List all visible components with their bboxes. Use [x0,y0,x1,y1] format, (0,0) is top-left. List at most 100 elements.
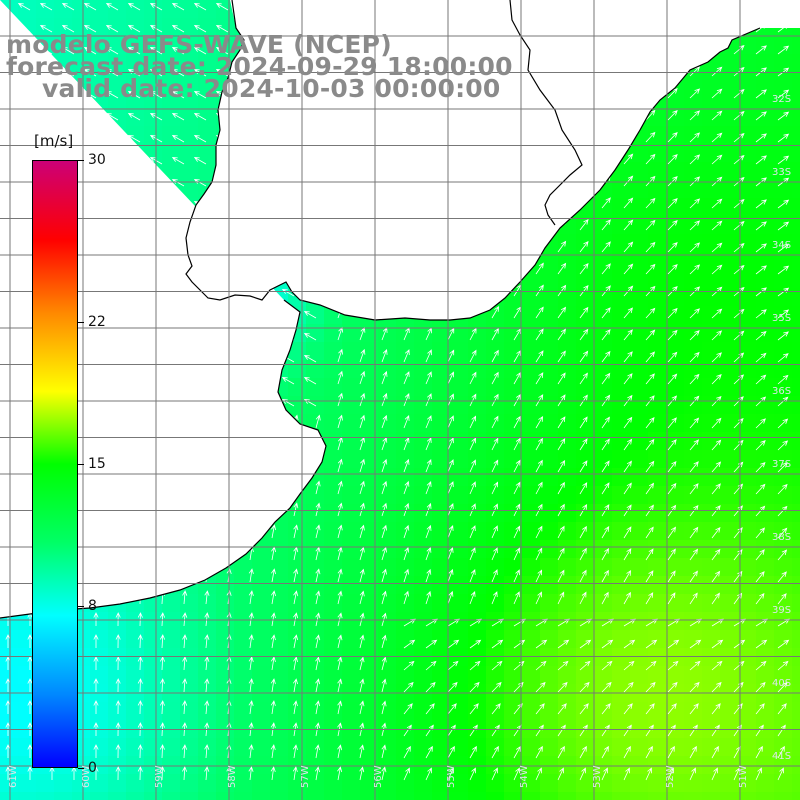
wind-vector-arrow [557,547,565,561]
wind-vector-arrow [777,483,788,495]
wind-vector-arrow [193,3,207,11]
wind-speed-cell [540,522,559,541]
wind-vector-arrow [601,329,611,341]
wind-speed-cell [396,666,415,685]
wind-speed-cell [486,612,505,631]
wind-vector-arrow [579,438,588,451]
wind-speed-cell [270,558,289,577]
wind-speed-cell [684,450,703,469]
wind-vector-arrow [137,634,143,649]
wind-vector-arrow [623,548,632,561]
wind-vector-arrow [623,569,632,583]
wind-vector-arrow [535,591,542,605]
wind-speed-cell [702,180,721,199]
wind-speed-cell [684,72,703,91]
wind-speed-cell [702,252,721,271]
wind-vector-arrow [623,460,632,473]
wind-vector-arrow [159,634,166,649]
wind-vector-arrow [535,745,543,759]
wind-speed-cell [792,432,800,451]
wind-vector-arrow [403,524,410,539]
wind-vector-arrow [623,241,634,253]
wind-vector-arrow [755,592,765,605]
wind-vector-arrow [204,766,210,781]
wind-speed-cell [684,702,703,721]
wind-vector-arrow [689,132,701,143]
wind-speed-cell [432,522,451,541]
wind-speed-cell [450,756,469,775]
wind-speed-cell [756,378,775,397]
wind-speed-cell [792,342,800,361]
wind-speed-cell [720,432,739,451]
wind-vector-arrow [645,460,655,473]
wind-speed-cell [468,378,487,397]
wind-speed-cell [738,504,757,523]
latitude-label: 36S [772,386,792,397]
wind-vector-arrow [403,724,412,737]
wind-vector-arrow [557,591,565,605]
wind-vector-arrow [777,418,789,429]
wind-vector-arrow [667,548,676,561]
wind-vector-arrow [469,525,476,539]
wind-vector-arrow [667,220,678,231]
wind-speed-cell [396,738,415,757]
wind-speed-cell [486,504,505,523]
wind-vector-arrow [733,154,745,165]
wind-vector-arrow [623,307,633,319]
wind-speed-cell [540,756,559,775]
wind-speed-cell [792,450,800,469]
wind-speed-cell [180,162,199,181]
wind-speed-cell [720,774,739,793]
wind-vector-arrow [469,745,477,759]
wind-vector-arrow [171,113,185,121]
wind-speed-cell [450,558,469,577]
wind-speed-cell [792,216,800,235]
wind-speed-cell [432,792,451,800]
wind-speed-cell [450,324,469,343]
wind-vector-arrow [689,660,701,671]
wind-speed-cell [378,540,397,559]
wind-vector-arrow [711,639,724,649]
wind-vector-arrow [115,678,121,693]
wind-speed-cell [720,162,739,181]
wind-vector-arrow [755,199,767,209]
wind-speed-cell [684,378,703,397]
wind-speed-cell [432,612,451,631]
wind-vector-arrow [193,157,207,165]
wind-speed-cell [756,468,775,487]
wind-speed-cell [180,738,199,757]
wind-speed-cell [414,756,433,775]
wind-vector-arrow [425,660,437,671]
wind-vector-arrow [293,502,299,517]
wind-speed-cell [738,594,757,613]
wind-speed-cell [324,486,343,505]
wind-speed-cell [666,162,685,181]
wind-vector-arrow [491,681,502,693]
wind-speed-cell [306,342,325,361]
wind-speed-cell [198,792,217,800]
wind-speed-cell [324,630,343,649]
wind-vector-arrow [137,766,143,781]
wind-vector-arrow [645,724,654,737]
wind-vector-arrow [204,634,210,649]
wind-speed-cell [540,774,559,793]
wind-vector-arrow [513,569,520,583]
longitude-label: 55W [446,765,457,788]
wind-speed-cell [378,468,397,487]
wind-speed-cell [450,648,469,667]
wind-speed-cell [630,468,649,487]
wind-speed-cell [306,306,325,325]
wind-speed-cell [738,702,757,721]
wind-speed-cell [252,738,271,757]
wind-vector-arrow [777,505,788,517]
wind-speed-cell [666,630,685,649]
wind-vector-arrow [447,525,454,539]
wind-speed-cell [180,144,199,163]
wind-speed-cell [630,648,649,667]
wind-vector-arrow [403,681,414,693]
wind-vector-arrow [645,197,656,209]
wind-speed-cell [738,216,757,235]
wind-speed-cell [432,342,451,361]
wind-vector-arrow [711,660,723,671]
wind-vector-arrow [733,549,743,561]
